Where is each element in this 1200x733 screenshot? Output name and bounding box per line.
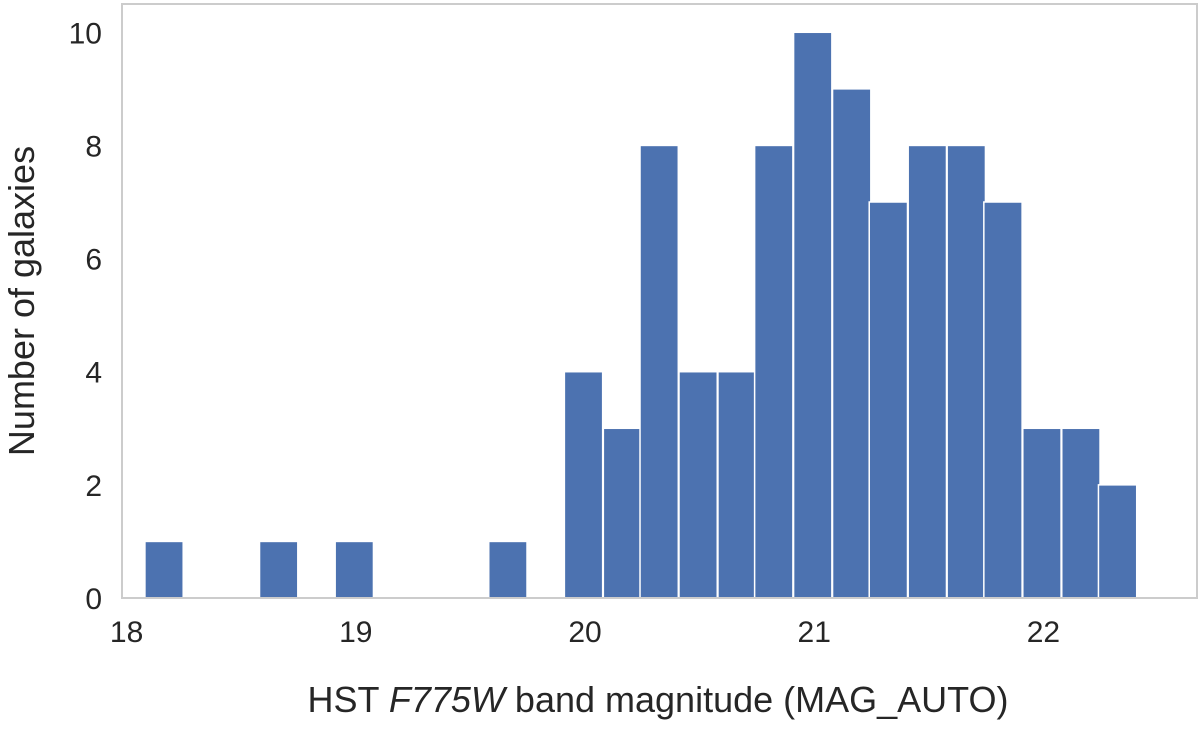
y-tick-label: 2 bbox=[85, 470, 102, 503]
x-tick-label: 22 bbox=[1027, 616, 1060, 649]
histogram-bar bbox=[602, 427, 643, 599]
histogram-bar bbox=[144, 540, 184, 599]
histogram-bar bbox=[717, 370, 757, 599]
histogram-bar bbox=[258, 540, 299, 599]
histogram-bar bbox=[946, 144, 987, 599]
y-axis-label: Number of galaxies bbox=[1, 146, 42, 456]
histogram-bar bbox=[1061, 427, 1101, 599]
x-tick-label: 19 bbox=[339, 616, 372, 649]
x-axis-label: HST F775W band magnitude (MAG_AUTO) bbox=[308, 679, 1009, 720]
histogram-bar bbox=[487, 540, 528, 599]
y-tick-label: 8 bbox=[85, 130, 102, 163]
histogram-bars bbox=[144, 31, 1138, 599]
histogram-bar bbox=[1097, 484, 1138, 599]
y-tick-label: 10 bbox=[69, 17, 102, 50]
histogram-bar bbox=[334, 540, 375, 599]
histogram-bar bbox=[983, 201, 1023, 599]
histogram-bar bbox=[753, 144, 794, 599]
x-tick-labels: 18 19 20 21 22 bbox=[110, 616, 1060, 649]
x-axis-label-filter: F775W bbox=[389, 679, 508, 720]
histogram-bar bbox=[868, 201, 909, 599]
histogram-bar bbox=[831, 88, 872, 599]
histogram-bar bbox=[678, 370, 719, 599]
histogram-bar bbox=[907, 144, 948, 599]
x-tick-label: 20 bbox=[568, 616, 601, 649]
histogram-bar bbox=[792, 31, 833, 599]
y-tick-label: 4 bbox=[85, 357, 102, 390]
y-tick-label: 0 bbox=[85, 583, 102, 616]
y-tick-label: 6 bbox=[85, 244, 102, 277]
x-axis-label-prefix: HST bbox=[308, 679, 389, 720]
y-tick-labels: 0 2 4 6 8 10 bbox=[69, 17, 102, 616]
plot-frame bbox=[121, 3, 1198, 599]
histogram-bar bbox=[639, 144, 680, 599]
histogram-bar bbox=[563, 370, 604, 599]
x-axis-label-suffix: band magnitude (MAG_AUTO) bbox=[505, 679, 1009, 720]
x-tick-label: 21 bbox=[798, 616, 831, 649]
x-tick-label: 18 bbox=[110, 616, 143, 649]
histogram-bar bbox=[1022, 427, 1062, 599]
